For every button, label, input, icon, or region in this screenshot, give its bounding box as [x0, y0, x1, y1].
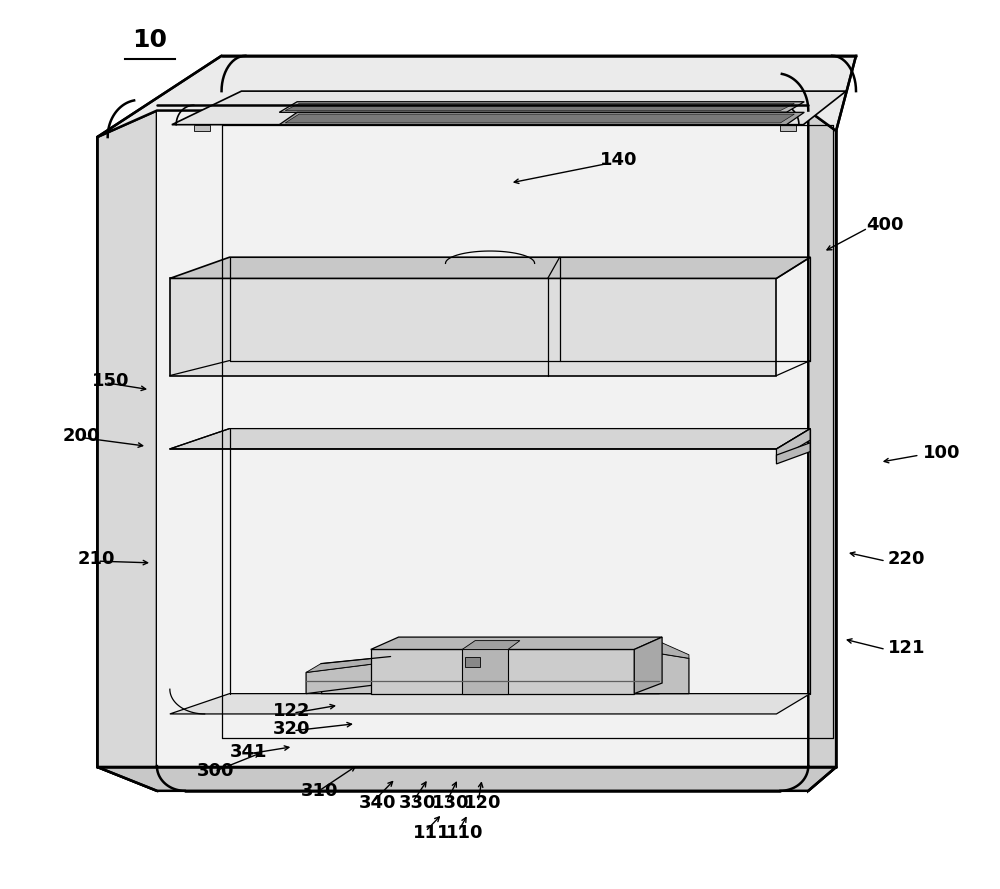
Text: 110: 110 [446, 824, 484, 842]
Polygon shape [170, 278, 776, 375]
Polygon shape [634, 641, 689, 658]
Text: 341: 341 [230, 743, 267, 761]
Polygon shape [172, 91, 846, 124]
Polygon shape [776, 443, 810, 464]
Polygon shape [462, 641, 520, 650]
Text: 330: 330 [399, 794, 436, 813]
Text: 10: 10 [132, 28, 167, 52]
Polygon shape [170, 428, 810, 449]
Text: 310: 310 [301, 781, 339, 800]
Text: 220: 220 [888, 550, 925, 568]
Polygon shape [634, 650, 689, 693]
Polygon shape [97, 110, 157, 791]
Polygon shape [634, 637, 662, 693]
Polygon shape [321, 674, 679, 693]
Polygon shape [279, 101, 804, 112]
Polygon shape [170, 693, 810, 714]
Text: 120: 120 [464, 794, 502, 813]
Polygon shape [371, 637, 662, 650]
Polygon shape [306, 657, 391, 672]
Polygon shape [371, 650, 634, 693]
Text: 111: 111 [412, 824, 450, 842]
Text: 140: 140 [599, 151, 637, 169]
Polygon shape [462, 650, 508, 693]
Polygon shape [97, 56, 856, 137]
Polygon shape [194, 124, 210, 131]
Polygon shape [780, 124, 796, 131]
Polygon shape [465, 657, 480, 667]
Polygon shape [776, 428, 810, 461]
Polygon shape [306, 663, 376, 693]
Polygon shape [808, 110, 836, 791]
Polygon shape [97, 767, 836, 791]
Text: 300: 300 [197, 763, 234, 781]
Text: 400: 400 [866, 216, 903, 235]
Polygon shape [285, 103, 794, 110]
Polygon shape [285, 114, 794, 123]
Polygon shape [170, 257, 810, 278]
Polygon shape [279, 112, 804, 124]
Text: 130: 130 [432, 794, 470, 813]
Text: 100: 100 [923, 444, 960, 462]
Text: 200: 200 [62, 427, 100, 444]
Text: 210: 210 [77, 550, 115, 568]
Text: 122: 122 [273, 702, 311, 720]
Text: 320: 320 [273, 720, 311, 738]
Polygon shape [157, 110, 808, 791]
Text: 150: 150 [92, 372, 130, 390]
Text: 340: 340 [359, 794, 396, 813]
Text: 121: 121 [888, 638, 925, 657]
